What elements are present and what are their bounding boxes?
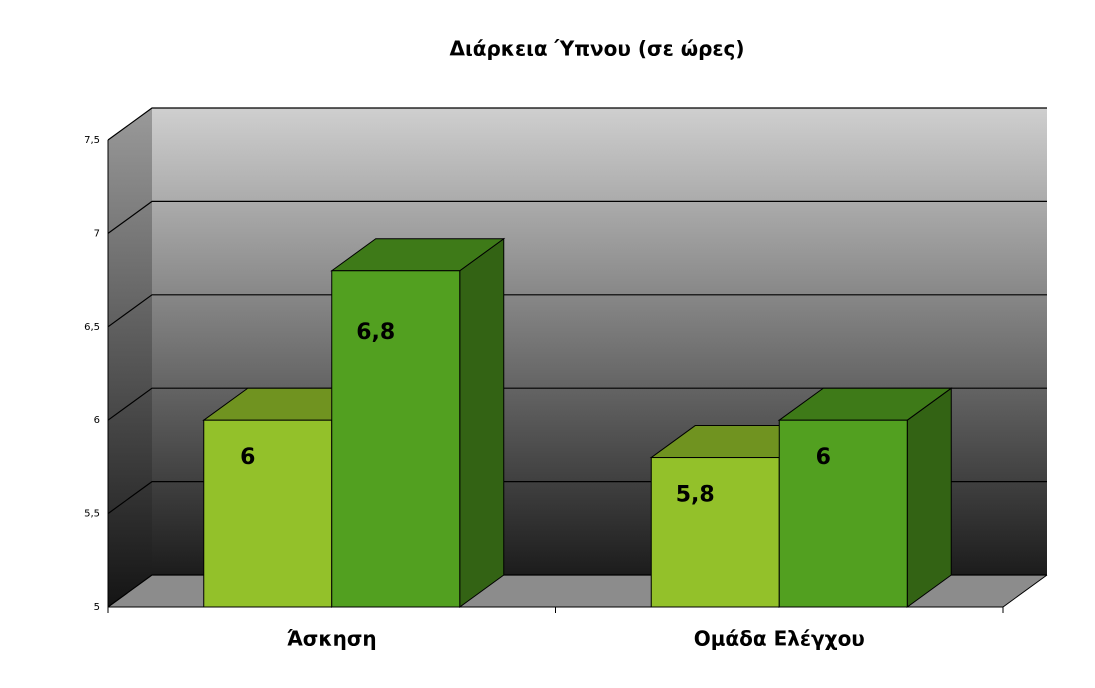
y-tick-label: 7,5 bbox=[84, 135, 100, 146]
y-tick-label: 6 bbox=[94, 415, 100, 426]
x-tick-label: Άσκηση bbox=[287, 627, 377, 651]
y-tick-label: 5,5 bbox=[84, 509, 100, 520]
data-label: 6 bbox=[816, 445, 831, 470]
data-label: 6 bbox=[240, 445, 255, 470]
grid-line bbox=[107, 200, 1047, 234]
bar-side bbox=[459, 237, 505, 608]
bar bbox=[331, 270, 461, 608]
y-tick-label: 5 bbox=[94, 602, 100, 613]
bar bbox=[203, 419, 333, 608]
grid-line bbox=[107, 107, 1047, 141]
y-tick-label: 6,5 bbox=[84, 322, 100, 333]
bar bbox=[650, 457, 780, 608]
data-label: 5,8 bbox=[676, 483, 715, 508]
bar bbox=[778, 419, 908, 608]
bar-side bbox=[906, 387, 952, 608]
grid-line bbox=[107, 294, 1047, 328]
chart-title: Διάρκεια Ύπνου (σε ώρες) bbox=[449, 37, 744, 61]
grid-line bbox=[107, 387, 1047, 421]
y-tick-label: 7 bbox=[94, 228, 100, 239]
side-wall bbox=[108, 108, 152, 607]
x-tick-label: Ομάδα Ελέγχου bbox=[694, 627, 865, 651]
data-label: 6,8 bbox=[356, 320, 395, 345]
